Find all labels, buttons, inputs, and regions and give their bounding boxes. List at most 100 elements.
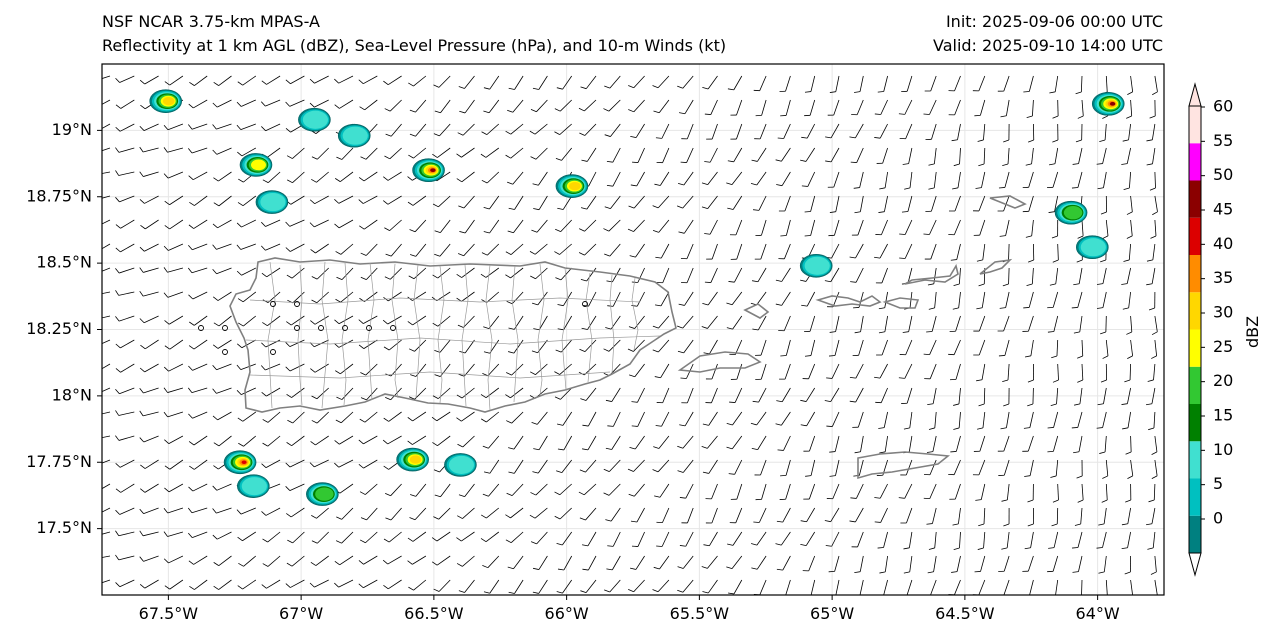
wind-barb xyxy=(390,243,402,257)
wind-barb xyxy=(1057,363,1059,380)
wind-barb-feather xyxy=(163,531,168,537)
wind-barb-feather xyxy=(336,516,342,520)
wind-barb-feather xyxy=(557,207,564,210)
wind-barb-feather xyxy=(163,411,168,418)
wind-barb-feather xyxy=(878,427,885,429)
wind-barb-feather xyxy=(1124,379,1131,383)
wind-barb-feather xyxy=(115,463,121,468)
wind-barb-feather xyxy=(189,321,195,326)
wind-barb xyxy=(217,531,232,540)
wind-barb xyxy=(1151,123,1156,140)
wind-barb xyxy=(662,387,670,403)
wind-barb-feather xyxy=(898,113,905,115)
wind-barb-feather xyxy=(236,222,242,228)
wind-barb-feather xyxy=(1002,163,1009,167)
wind-barb-feather xyxy=(805,475,812,477)
wind-barb xyxy=(240,243,256,250)
wind-barb-feather xyxy=(360,156,367,160)
wind-barb-feather xyxy=(1148,427,1155,431)
wind-barb xyxy=(585,579,597,593)
wind-barb xyxy=(290,75,305,85)
wind-barb-feather xyxy=(409,109,416,113)
wind-barb xyxy=(1029,459,1034,476)
wind-barb xyxy=(314,459,329,468)
wind-barb-feather xyxy=(188,345,195,350)
wind-barb-feather xyxy=(530,492,537,496)
wind-barb xyxy=(291,555,305,567)
wind-barb xyxy=(463,195,475,209)
wind-barb xyxy=(143,123,159,131)
wind-barb-feather xyxy=(285,101,291,107)
colorbar-label: dBZ xyxy=(1243,316,1262,348)
wind-barb xyxy=(142,531,159,537)
wind-barb-feather xyxy=(358,199,364,204)
wind-barb xyxy=(833,99,840,116)
wind-barb-feather xyxy=(879,451,886,454)
wind-barb-feather xyxy=(285,221,291,227)
wind-barb xyxy=(934,411,937,428)
wind-barb xyxy=(685,531,694,547)
wind-barb xyxy=(510,507,524,519)
wind-barb xyxy=(1129,363,1131,381)
wind-barb-feather xyxy=(1127,91,1133,95)
wind-barb xyxy=(637,147,645,163)
wind-barb-feather xyxy=(189,585,195,590)
wind-barb-feather xyxy=(334,199,340,204)
wind-barb-feather xyxy=(557,328,564,331)
wind-barb-feather xyxy=(1027,403,1034,407)
wind-barb xyxy=(217,411,232,421)
wind-barb xyxy=(265,507,281,516)
wind-barb xyxy=(118,555,135,561)
wind-barb-feather xyxy=(285,128,291,133)
wind-barb xyxy=(167,507,184,514)
wind-barb-feather xyxy=(950,259,957,261)
wind-barb-feather xyxy=(456,153,462,158)
wind-barb xyxy=(756,555,767,570)
wind-barb-feather xyxy=(457,443,464,448)
wind-barb-feather xyxy=(1151,475,1158,480)
wind-barb xyxy=(243,555,257,567)
wind-barb xyxy=(218,315,232,327)
colorbar-segment xyxy=(1189,143,1201,181)
wind-barb xyxy=(437,315,451,327)
wind-barb xyxy=(266,75,281,85)
wind-barb-feather xyxy=(358,439,364,445)
init-time: Init: 2025-09-06 00:00 UTC xyxy=(945,12,1163,31)
wind-barb xyxy=(584,123,597,136)
wind-barb xyxy=(563,435,573,451)
wind-barb-feather xyxy=(630,567,637,570)
wind-barb-feather xyxy=(776,520,783,523)
wind-barb xyxy=(513,435,524,450)
wind-barb xyxy=(1053,531,1059,548)
wind-barb xyxy=(785,339,791,356)
wind-barb xyxy=(1104,435,1107,452)
wind-barb-feather xyxy=(726,182,733,186)
wind-barb xyxy=(292,531,305,544)
wind-barb-feather xyxy=(262,538,268,543)
wind-barb xyxy=(1054,147,1059,164)
wind-barb xyxy=(855,123,864,139)
wind-barb xyxy=(340,291,354,303)
wind-barb-feather xyxy=(849,400,856,403)
wind-barb-feather xyxy=(212,388,217,394)
wind-barb xyxy=(1006,99,1010,116)
wind-barb-feather xyxy=(554,396,561,400)
wind-barb xyxy=(953,339,961,355)
wind-barb xyxy=(102,483,111,490)
wind-barb xyxy=(102,123,111,129)
lat-tick-label: 18°N xyxy=(52,385,92,404)
wind-barb-feather xyxy=(334,178,341,182)
wind-barb xyxy=(906,507,913,524)
wind-barb xyxy=(218,171,232,182)
wind-barb xyxy=(732,411,743,426)
wind-barb xyxy=(759,579,767,595)
wind-barb xyxy=(102,339,111,344)
wind-barb-feather xyxy=(286,562,293,567)
wind-barb xyxy=(684,291,694,306)
wind-barb xyxy=(414,219,427,233)
wind-barb xyxy=(1129,171,1131,188)
wind-barb-feather xyxy=(607,305,614,307)
wind-barb-feather xyxy=(115,389,120,395)
wind-barb xyxy=(439,339,451,353)
wind-barb-feather xyxy=(1051,523,1058,527)
